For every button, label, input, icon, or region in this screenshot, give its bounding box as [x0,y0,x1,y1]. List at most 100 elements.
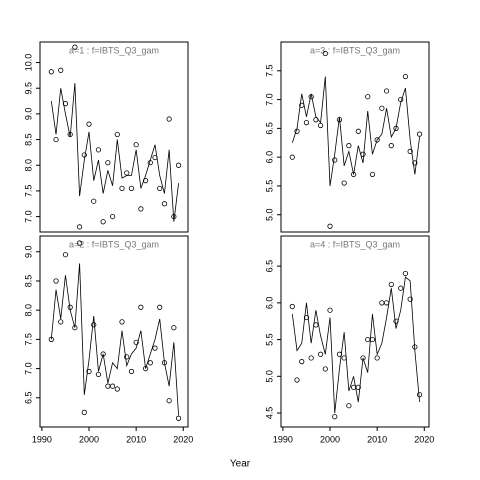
point [48,69,54,75]
y-tick-label: 6.0 [264,297,274,310]
point [133,142,139,148]
y-tick-label: 5.0 [264,370,274,383]
point [53,136,59,143]
point [58,319,64,325]
fit-line [50,263,179,416]
point [365,94,371,100]
x-tick-label: 2020 [414,434,434,444]
point [332,414,338,420]
point [294,377,300,383]
point [161,201,168,207]
point [322,50,328,57]
panel-frame [39,235,189,428]
point [327,223,333,229]
point [369,171,376,178]
point [308,355,314,361]
point [407,296,413,302]
panel-frame [280,235,430,428]
point [416,392,423,398]
x-tick-label: 2010 [126,434,146,444]
point [128,185,135,191]
point [346,403,352,409]
y-tick-label: 7.0 [23,362,33,375]
point [95,147,102,153]
y-tick-label: 7.0 [264,93,274,106]
x-axis-label: Year [230,459,251,470]
point [289,154,295,160]
point [317,351,324,357]
y-tick-label: 6.5 [264,122,274,135]
point [171,325,177,331]
y-tick-label: 6.5 [23,392,33,405]
point [72,44,78,50]
point [62,252,69,258]
point [327,307,333,313]
point [341,180,347,186]
point [416,131,423,137]
y-tick-label: 8.0 [23,159,33,172]
x-tick-label: 2020 [173,434,193,444]
point [157,304,163,310]
panel-title: a=2 : f=IBTS_Q3_gam [69,239,159,249]
point [175,162,182,168]
panel-title: a=4 : f=IBTS_Q3_gam [310,239,400,249]
point [58,67,64,73]
point [114,386,120,392]
x-tick-label: 2010 [367,434,387,444]
point [388,143,394,149]
point [81,152,87,158]
point [76,224,83,230]
point [95,371,102,378]
y-tick-label: 8.0 [23,304,33,317]
point [317,122,324,129]
x-tick-label: 1990 [32,434,52,444]
point [91,198,97,204]
panel-frame [39,41,189,233]
point [124,354,130,360]
point [412,160,418,166]
point [332,157,338,163]
y-tick-label: 4.5 [264,407,274,420]
point [299,359,305,365]
point [138,304,144,310]
y-tick-label: 9.0 [23,246,33,259]
point [175,415,182,421]
point [374,355,380,361]
point [114,131,120,138]
point [133,339,139,345]
y-tick-label: 8.5 [23,133,33,146]
y-tick-label: 6.5 [264,260,274,273]
point [76,240,83,246]
y-tick-label: 9.5 [23,82,33,95]
point [86,121,92,127]
y-tick-label: 7.5 [23,333,33,346]
x-tick-label: 2000 [79,434,99,444]
point [303,120,310,126]
point [138,206,144,212]
point [128,368,135,375]
point [100,219,106,225]
y-tick-label: 5.5 [264,333,274,346]
point [379,105,385,111]
point [402,73,409,80]
point [166,398,172,404]
x-tick-label: 1990 [273,434,293,444]
point [402,270,409,277]
point [303,314,310,321]
point [322,366,328,372]
point [109,383,116,389]
point [147,360,153,366]
fit-line [50,83,179,222]
point [166,116,172,122]
point [53,278,59,284]
point [383,88,390,94]
fit-line [291,76,420,186]
y-tick-label: 7.5 [264,65,274,78]
point [157,185,163,191]
point [119,185,125,191]
y-tick-label: 5.5 [264,180,274,193]
point [407,148,413,154]
point [346,143,352,149]
